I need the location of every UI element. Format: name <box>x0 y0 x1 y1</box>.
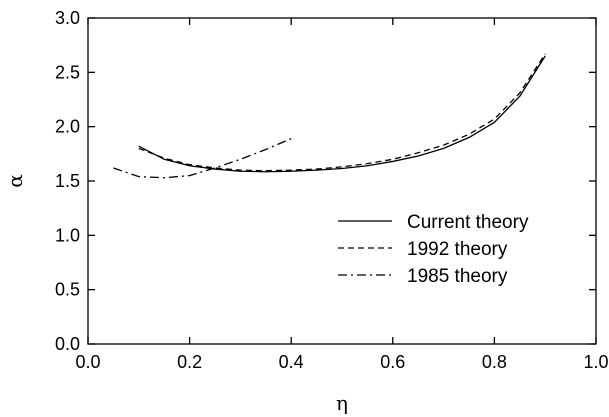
x-tick-label: 0.4 <box>279 352 304 372</box>
series-line-1 <box>138 53 546 172</box>
y-tick-label: 2.5 <box>55 62 80 82</box>
x-tick-label: 0.2 <box>177 352 202 372</box>
legend-entry-0: Current theory <box>407 212 529 233</box>
y-tick-label: 0.5 <box>55 280 80 300</box>
y-tick-label: 0.0 <box>55 334 80 354</box>
x-tick-label: 1.0 <box>583 352 608 372</box>
x-axis-label: η <box>336 391 348 415</box>
y-tick-label: 1.0 <box>55 225 80 245</box>
series-group <box>113 53 546 179</box>
legend-entry-1: 1992 theory <box>407 239 508 260</box>
ticks: 0.0 0.2 0.4 0.6 0.8 1.0 0.0 0.5 1.0 1.5 2.0 2.5 3.0 <box>55 8 609 372</box>
y-tick-label: 2.0 <box>55 117 80 137</box>
y-axis-label: α <box>3 174 27 188</box>
series-line-2 <box>113 138 292 179</box>
plot-frame <box>87 17 597 345</box>
x-tick-label: 0.0 <box>75 352 100 372</box>
x-tick-label: 0.6 <box>380 352 405 372</box>
legend-entry-2: 1985 theory <box>407 266 508 287</box>
series-line-0 <box>138 55 546 173</box>
y-tick-label: 3.0 <box>55 8 80 28</box>
x-tick-label: 0.8 <box>482 352 507 372</box>
y-tick-label: 1.5 <box>55 171 80 191</box>
legend: Current theory 1992 theory 1985 theory <box>338 212 529 287</box>
